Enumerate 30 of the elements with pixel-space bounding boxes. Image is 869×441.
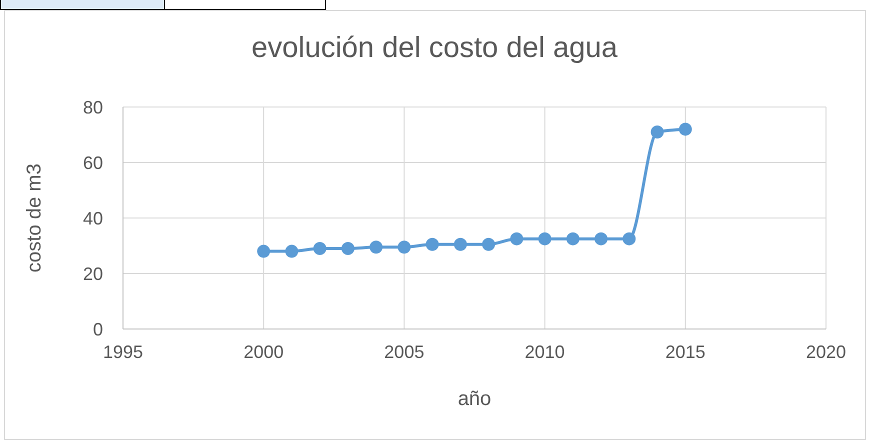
- y-tick-label: 40: [82, 208, 103, 228]
- point: [313, 242, 326, 256]
- x-axis-title: año: [456, 388, 492, 411]
- point: [285, 244, 298, 258]
- point: [650, 125, 664, 138]
- point: [594, 232, 608, 246]
- point: [426, 238, 439, 251]
- y-tick-label: 0: [92, 319, 103, 340]
- point: [257, 244, 270, 258]
- y-tick-label: 60: [82, 152, 103, 173]
- x-tick-label: 2000: [244, 342, 284, 362]
- point: [341, 242, 354, 256]
- point: [510, 232, 524, 246]
- point: [370, 240, 383, 254]
- point: [566, 232, 580, 246]
- x-tick-label: 2015: [665, 342, 706, 362]
- point: [482, 238, 496, 251]
- point: [622, 232, 636, 246]
- point: [678, 122, 692, 136]
- y-axis-title: costo de m3: [24, 164, 46, 272]
- y-tick-label: 20: [82, 264, 103, 284]
- x-tick-label: 2010: [524, 342, 565, 362]
- x-tick-label: 1995: [102, 342, 144, 362]
- x-tick-label: 2005: [384, 342, 424, 362]
- chart-title: evolución del costo del agua: [250, 32, 618, 65]
- point: [538, 232, 552, 246]
- y-tick-label: 80: [82, 97, 103, 118]
- x-tick-label: 2020: [806, 342, 846, 362]
- point: [454, 238, 467, 251]
- point: [398, 240, 411, 254]
